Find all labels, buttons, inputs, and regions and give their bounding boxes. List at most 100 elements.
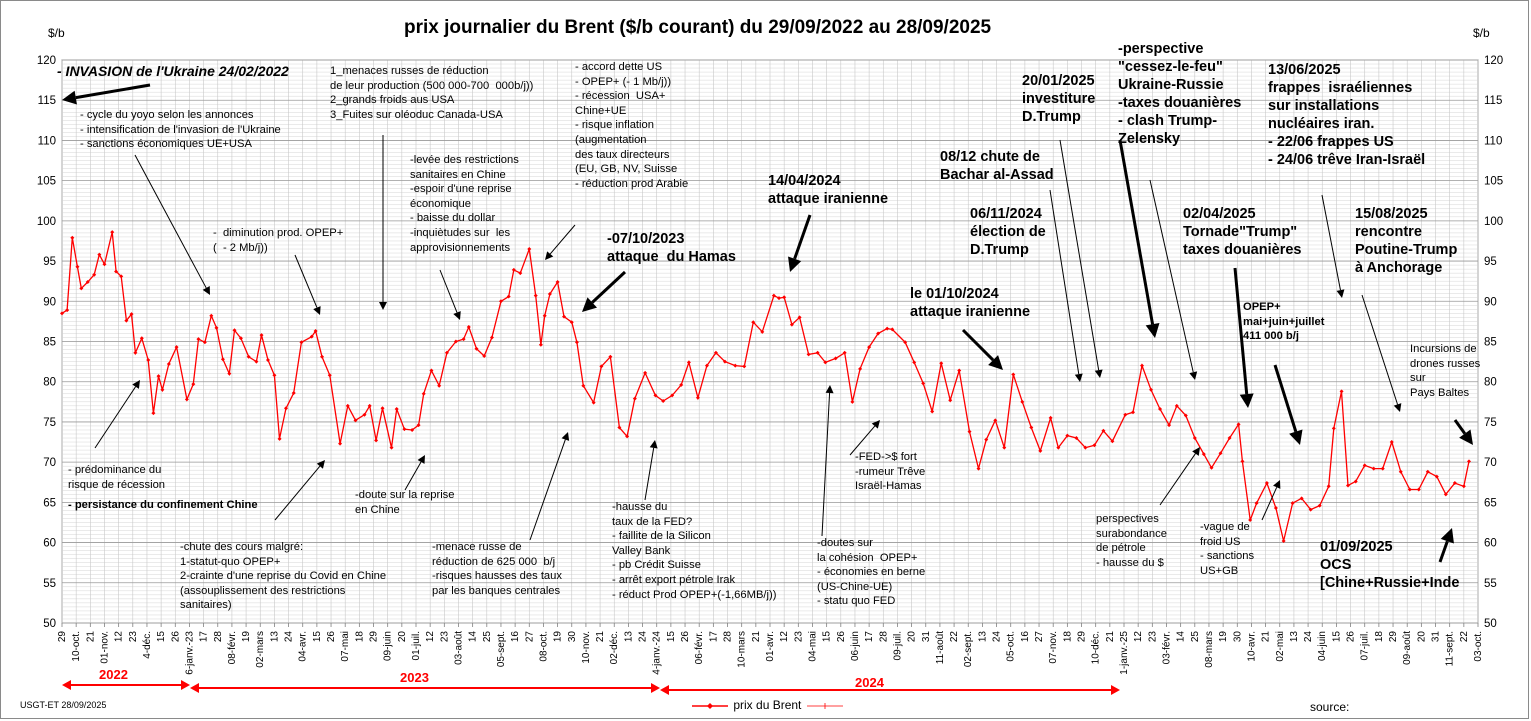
data-point: [1317, 503, 1322, 508]
data-point: [389, 445, 394, 450]
x-tick-label: 24: [284, 631, 295, 643]
data-point: [574, 340, 579, 345]
arrow-doutes: [821, 385, 834, 537]
arrow-opep2: [294, 254, 321, 315]
data-point: [1056, 445, 1061, 450]
x-tick-label: 12: [779, 631, 790, 643]
arrow-accord: [545, 224, 576, 260]
x-tick-label: 15: [666, 631, 677, 643]
x-tick-label: 22: [1459, 631, 1470, 643]
annotation-hausse-fed: -hausse du taux de la FED? - faillite de…: [612, 501, 777, 601]
annotation-recession: - prédominance du risque de récession: [68, 464, 166, 491]
annotation-frappes-israeliennes: 13/06/2025 frappes israéliennes sur inst…: [1268, 62, 1426, 168]
arrow-bachar: [1049, 189, 1083, 382]
x-tick-label: 18: [1062, 631, 1073, 643]
x-tick-label: 04-mai: [807, 631, 818, 662]
data-point: [380, 406, 385, 411]
data-point: [1308, 507, 1313, 512]
data-point: [429, 368, 434, 373]
data-point: [806, 352, 811, 357]
annotation-doute-chine: -doute sur la reprise en Chine: [355, 489, 455, 516]
y-axis-unit-left: $/b: [48, 26, 65, 40]
x-tick-label: 13: [623, 631, 634, 643]
x-tick-label: 03-août: [453, 631, 464, 665]
data-point: [617, 425, 622, 430]
x-tick-label: 30: [1232, 631, 1243, 643]
data-point: [367, 403, 372, 408]
data-point: [722, 359, 727, 364]
x-tick-label: 20: [907, 631, 918, 643]
x-tick-label: 14: [1176, 631, 1187, 643]
y-tick-label-left: 85: [43, 337, 56, 349]
data-point: [1248, 518, 1253, 523]
annotation-menaces: 1_menaces russes de réduction de leur pr…: [330, 65, 534, 121]
x-tick-label: 29: [369, 631, 380, 643]
data-point: [858, 366, 863, 371]
data-point: [345, 403, 350, 408]
vertical-gridlines: [61, 60, 1479, 623]
x-tick-label: 19: [241, 631, 252, 643]
data-point: [1227, 436, 1232, 441]
x-tick-label: 25: [482, 631, 493, 643]
data-point: [92, 272, 97, 277]
data-point: [1299, 496, 1304, 501]
data-point: [1192, 436, 1197, 441]
x-tick-label: 04-juin: [1317, 631, 1328, 661]
data-point: [1371, 466, 1376, 471]
x-tick-label: 21: [1261, 631, 1272, 643]
x-tick-label: 20: [397, 631, 408, 643]
y-tick-label-right: 90: [1484, 296, 1497, 308]
x-tick-label: 16: [510, 631, 521, 643]
data-point: [489, 335, 494, 340]
x-tick-label: 03-févr.: [1161, 631, 1172, 664]
data-point: [291, 390, 296, 395]
x-tick-label: 13: [1289, 631, 1300, 643]
data-point: [70, 235, 75, 240]
x-tick-label: 24: [1303, 631, 1314, 643]
data-point: [129, 312, 134, 317]
annotation-confinement: - persistance du confinement Chine: [68, 499, 258, 511]
annotation-levee-restrictions: -levée des restrictions sanitaires en Ch…: [410, 154, 519, 254]
x-tick-label: 31: [921, 631, 932, 643]
arrow-avril24: [788, 214, 812, 272]
x-tick-label: 31: [1431, 631, 1442, 643]
data-point: [453, 339, 458, 344]
data-point: [695, 395, 700, 400]
x-tick-label: 11-sept.: [1445, 631, 1456, 666]
data-point: [313, 329, 318, 334]
data-point: [1065, 433, 1070, 438]
data-point: [174, 345, 179, 350]
data-point: [65, 308, 70, 313]
y-tick-label-left: 100: [37, 216, 56, 228]
x-tick-label: 4-déc.: [142, 631, 153, 659]
data-point: [421, 391, 426, 396]
series-markers-brent: [60, 230, 1471, 543]
data-point: [1443, 492, 1448, 497]
data-point: [1339, 389, 1344, 394]
x-tick-label: 17: [864, 631, 875, 643]
x-tick-label: 02-déc.: [609, 631, 620, 664]
y-tick-label-right: 50: [1484, 618, 1497, 630]
x-tick-label: 26: [836, 631, 847, 643]
arrow-israel: [1321, 194, 1345, 298]
x-tick-label: 19: [553, 631, 564, 643]
data-point: [921, 381, 926, 386]
data-point: [632, 396, 637, 401]
data-point: [416, 423, 421, 428]
data-point: [232, 328, 237, 333]
data-point: [410, 427, 415, 432]
data-point: [1149, 387, 1154, 392]
data-point: [1123, 412, 1128, 417]
y-tick-label-right: 55: [1484, 578, 1497, 590]
data-point: [309, 334, 314, 339]
x-tick-label: 15: [822, 631, 833, 643]
x-tick-label: 10-oct.: [71, 631, 82, 662]
data-point: [1264, 481, 1269, 486]
x-tick-label: 09-août: [1402, 631, 1413, 665]
data-point: [498, 299, 503, 304]
data-point: [1218, 451, 1223, 456]
year-label-2022: 2022: [99, 667, 128, 682]
data-point: [815, 350, 820, 355]
x-tick-label: 12: [114, 631, 125, 643]
